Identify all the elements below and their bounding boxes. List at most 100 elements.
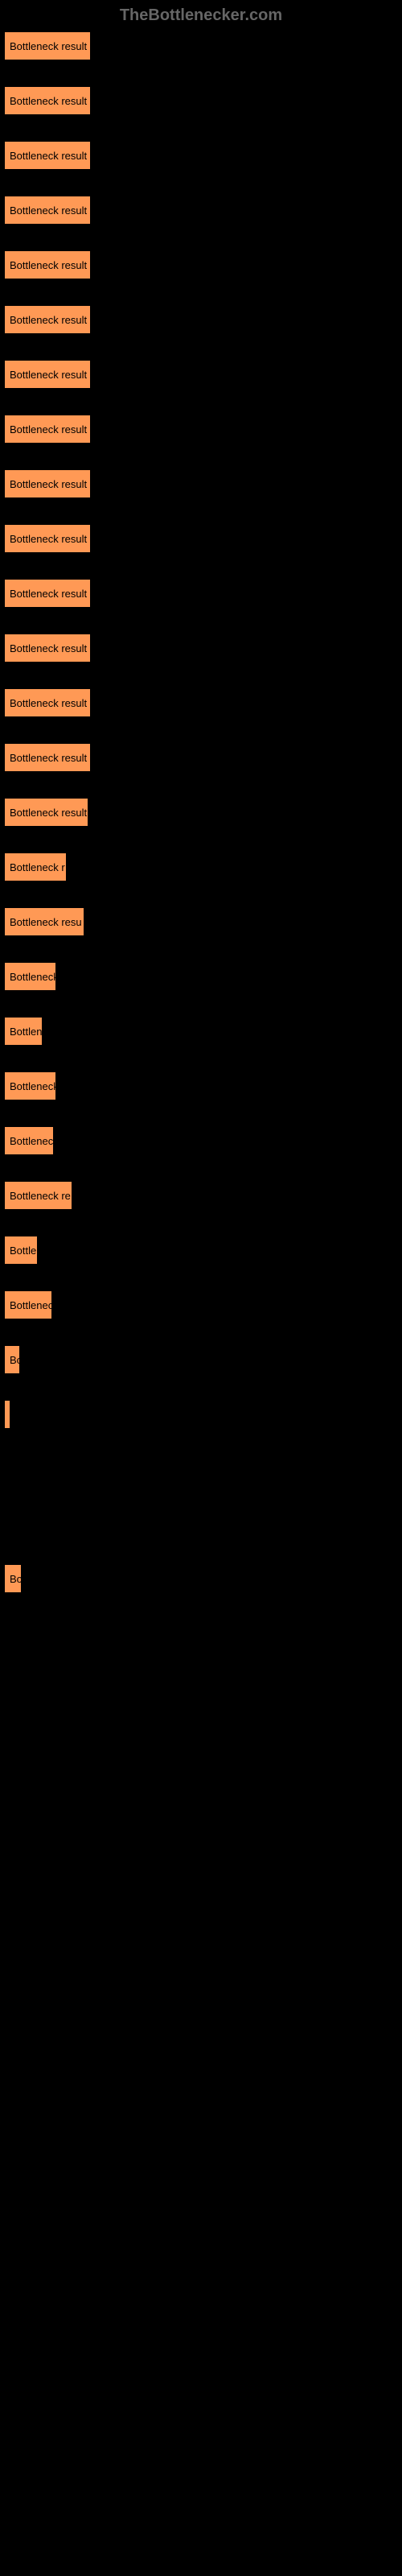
bar-label: Bottlenec (10, 1299, 52, 1311)
bar-row (4, 1674, 398, 1703)
bar: Bottleneck result (4, 579, 91, 608)
bar (4, 1400, 10, 1429)
bar-label: Bo (10, 1573, 22, 1585)
bar-row (4, 2166, 398, 2195)
bar: Bottleneck result (4, 743, 91, 772)
bar-row (4, 1619, 398, 1648)
bar-label: Bottleneck result (10, 314, 87, 326)
bar-label: Bottleneck (10, 1135, 54, 1147)
bar-row (4, 2057, 398, 2086)
bar-row: Bottleneck result (4, 305, 398, 334)
bar-label: Bottleneck re (10, 1190, 71, 1202)
bar: Bottleneck result (4, 141, 91, 170)
bar: Bottleneck result (4, 360, 91, 389)
bar: Bottleneck result (4, 469, 91, 498)
bar-label: Bottleneck result (10, 369, 87, 381)
bar-label: Bottleneck result (10, 642, 87, 654)
bar-row: Bottleneck (4, 1126, 398, 1155)
bar-label: Bottleneck result (10, 40, 87, 52)
bar-row: Bottleneck result (4, 141, 398, 170)
bar-label: Bottle (10, 1245, 36, 1257)
bar: Bo (4, 1345, 20, 1374)
bar-row (4, 1509, 398, 1538)
bar: Bottleneck result (4, 634, 91, 663)
bar-row: Bottleneck re (4, 1181, 398, 1210)
bar-label: Bottleneck r (10, 861, 65, 873)
bar-row: Bottleneck result (4, 798, 398, 827)
bar: Bottlen (4, 1017, 43, 1046)
bar-label: Bottleneck result (10, 533, 87, 545)
bar-row: Bottleneck (4, 962, 398, 991)
bar-row (4, 1783, 398, 1812)
bar-row: Bottleneck result (4, 86, 398, 115)
bar: Bo (4, 1564, 22, 1593)
bar: Bottleneck result (4, 250, 91, 279)
bar: Bottleneck result (4, 86, 91, 115)
bar-row: Bottle (4, 1236, 398, 1265)
bar-row: Bottleneck result (4, 688, 398, 717)
bar-row (4, 2440, 398, 2469)
bar: Bottleneck re (4, 1181, 72, 1210)
bar: Bottleneck r (4, 852, 67, 881)
bar-row: Bottleneck result (4, 196, 398, 225)
bar-row (4, 1455, 398, 1484)
bar-row: Bo (4, 1345, 398, 1374)
bar: Bottleneck (4, 962, 56, 991)
bar-row: Bottlen (4, 1017, 398, 1046)
bar-label: Bottleneck result (10, 204, 87, 217)
bar-row (4, 1947, 398, 1976)
bar-row: Bottleneck result (4, 579, 398, 608)
bar-row: Bottleneck result (4, 634, 398, 663)
bar-label: Bottleneck result (10, 752, 87, 764)
bar-row (4, 2330, 398, 2359)
bar-label: Bottleneck (10, 1080, 56, 1092)
bar-label: Bottleneck result (10, 423, 87, 436)
bar: Bottleneck result (4, 524, 91, 553)
bar-label: Bottleneck result (10, 259, 87, 271)
bar-label: Bottleneck (10, 971, 56, 983)
bar: Bottleneck result (4, 688, 91, 717)
bar-row: Bottleneck result (4, 743, 398, 772)
bar-row: Bottleneck result (4, 524, 398, 553)
bar-row (4, 1728, 398, 1757)
bar-row (4, 1893, 398, 1922)
bar: Bottlenec (4, 1290, 52, 1319)
bar-row: Bottleneck resu (4, 907, 398, 936)
bar-chart: Bottleneck result Bottleneck result Bottle… (0, 31, 402, 2524)
bar-row: Bottleneck result (4, 415, 398, 444)
bar-row (4, 2112, 398, 2140)
bar-row (4, 2221, 398, 2250)
bar: Bottleneck resu (4, 907, 84, 936)
bar: Bottle (4, 1236, 38, 1265)
bar-label: Bottleneck result (10, 150, 87, 162)
bar-row (4, 2495, 398, 2524)
bar-label: Bottleneck result (10, 807, 87, 819)
bar: Bottleneck (4, 1071, 56, 1100)
bar-label: Bo (10, 1354, 20, 1366)
bar-label: Bottleneck resu (10, 916, 82, 928)
bar-label: Bottleneck result (10, 478, 87, 490)
bar-row (4, 2276, 398, 2305)
bar-label: Bottleneck result (10, 588, 87, 600)
bar: Bottleneck result (4, 415, 91, 444)
bar-row: Bottleneck (4, 1071, 398, 1100)
bar-row: Bottleneck result (4, 250, 398, 279)
bar: Bottleneck result (4, 196, 91, 225)
bar-row: Bottlenec (4, 1290, 398, 1319)
bar-row: Bottleneck result (4, 31, 398, 60)
bar-row: Bottleneck result (4, 469, 398, 498)
bar-row (4, 1400, 398, 1429)
bar-row: Bottleneck r (4, 852, 398, 881)
bar: Bottleneck (4, 1126, 54, 1155)
bar: Bottleneck result (4, 798, 88, 827)
header-title: TheBottlenecker.com (120, 6, 282, 24)
bar: Bottleneck result (4, 305, 91, 334)
bar-row: Bottleneck result (4, 360, 398, 389)
bar-label: Bottlen (10, 1026, 42, 1038)
bar-label: Bottleneck result (10, 697, 87, 709)
bar-row (4, 1838, 398, 1867)
bar-row (4, 2385, 398, 2414)
page-header: TheBottlenecker.com (0, 0, 402, 31)
bar-label: Bottleneck result (10, 95, 87, 107)
bar: Bottleneck result (4, 31, 91, 60)
